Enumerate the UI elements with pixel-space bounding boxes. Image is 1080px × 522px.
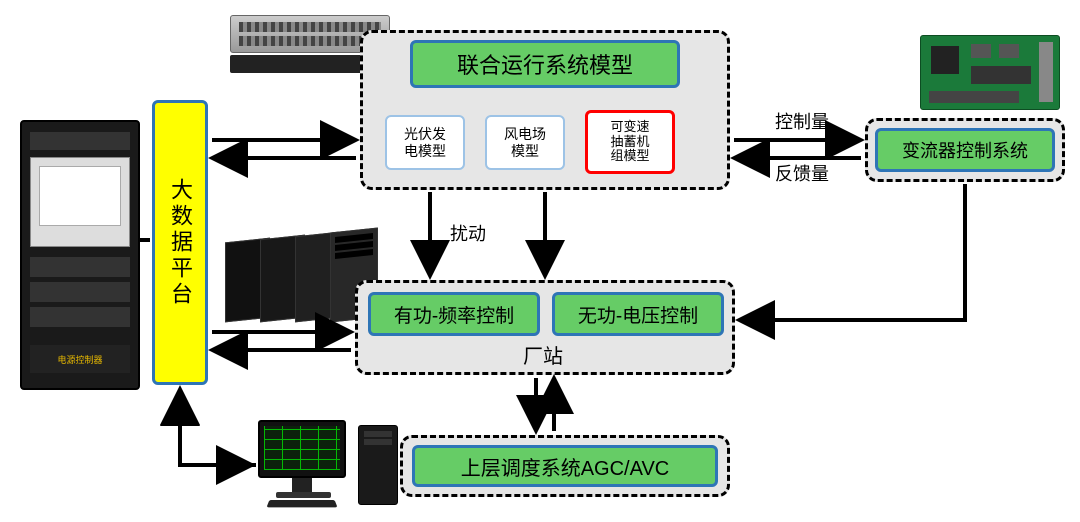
workstation-image <box>258 415 398 510</box>
server-rack-image: 电源控制器 <box>20 120 140 390</box>
vsp-model-box: 可变速 抽蓄机 组模型 <box>585 110 675 174</box>
joint-system-title-box: 联合运行系统模型 <box>410 40 680 88</box>
pcb-board-image <box>920 35 1060 110</box>
joint-system-title: 联合运行系统模型 <box>457 48 633 80</box>
vsp-model-label: 可变速 抽蓄机 组模型 <box>610 120 649 165</box>
pv-model-box: 光伏发 电模型 <box>385 115 465 170</box>
pv-model-label: 光伏发 电模型 <box>404 126 446 158</box>
reactive-volt-box: 无功-电压控制 <box>552 292 724 336</box>
wind-model-label: 风电场 模型 <box>504 126 546 158</box>
plant-station-caption: 厂站 <box>523 340 563 369</box>
agc-avc-box: 上层调度系统AGC/AVC <box>412 445 718 487</box>
disturb-label: 扰动 <box>450 220 486 246</box>
big-data-platform-label: 大数据平台 <box>155 103 205 382</box>
converter-box: 变流器控制系统 <box>875 128 1055 172</box>
feedback-qty-label: 反馈量 <box>775 160 829 186</box>
control-qty-label: 控制量 <box>775 108 829 134</box>
active-freq-label: 有功-频率控制 <box>394 301 514 328</box>
wind-model-box: 风电场 模型 <box>485 115 565 170</box>
reactive-volt-label: 无功-电压控制 <box>578 301 698 328</box>
agc-avc-label: 上层调度系统AGC/AVC <box>461 452 670 481</box>
converter-label: 变流器控制系统 <box>902 137 1028 163</box>
big-data-platform-box: 大数据平台 <box>152 100 208 385</box>
active-freq-box: 有功-频率控制 <box>368 292 540 336</box>
